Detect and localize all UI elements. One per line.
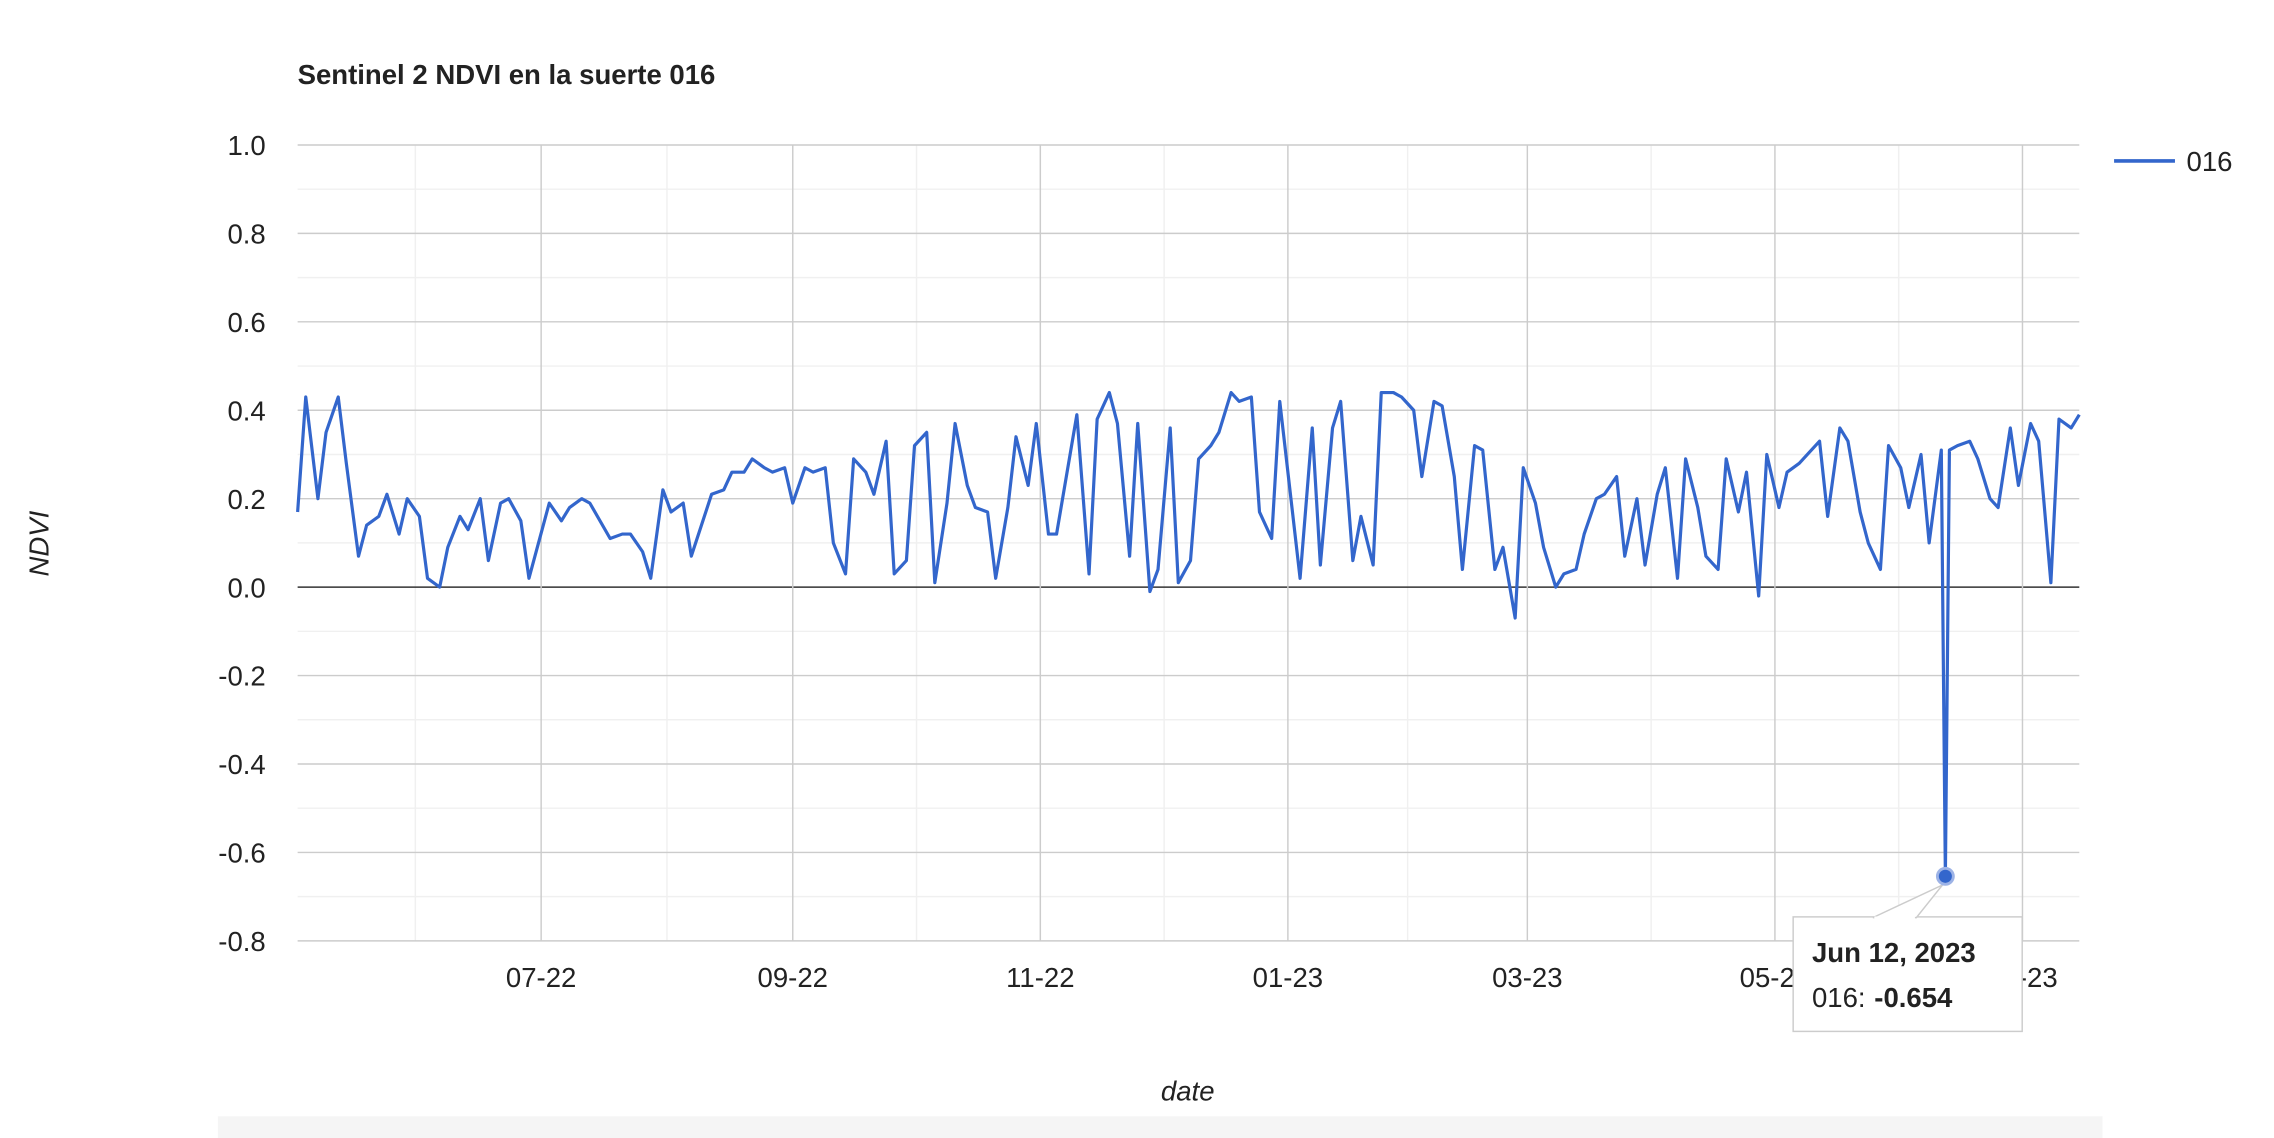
y-tick-label: 0.8 bbox=[227, 219, 265, 250]
x-tick-label: 09-22 bbox=[758, 962, 828, 993]
x-tick-label: 11-22 bbox=[1006, 962, 1074, 993]
x-tick-label: 03-23 bbox=[1492, 962, 1562, 993]
y-tick-label: 1.0 bbox=[227, 130, 265, 161]
highlight-point bbox=[1935, 866, 1955, 886]
scroll-shadow bbox=[217, 1116, 2103, 1138]
x-axis-title: date bbox=[1161, 1075, 1215, 1106]
y-axis-title: NDVI bbox=[23, 510, 54, 576]
y-tick-label: 0.4 bbox=[227, 395, 265, 426]
legend-label: 016 bbox=[2187, 146, 2233, 177]
grid bbox=[297, 144, 2080, 942]
series-line bbox=[296, 390, 2081, 878]
y-tick-label: -0.6 bbox=[218, 838, 265, 869]
tooltip-pointer bbox=[1872, 884, 1944, 919]
tooltip-box bbox=[1792, 916, 2023, 1033]
y-tick-label: 0.6 bbox=[227, 307, 265, 338]
tooltip-number: -0.654 bbox=[1874, 982, 1953, 1013]
tooltip-series: 016: bbox=[1812, 982, 1866, 1013]
x-tick-label: 01-23 bbox=[1253, 962, 1323, 993]
tooltip: Jun 12, 2023 016: -0.654 bbox=[1792, 884, 2023, 1033]
chart-title: Sentinel 2 NDVI en la suerte 016 bbox=[298, 59, 716, 90]
y-tick-label: -0.4 bbox=[218, 749, 265, 780]
y-tick-label: -0.8 bbox=[218, 926, 265, 957]
tooltip-date: Jun 12, 2023 bbox=[1812, 937, 1976, 968]
y-tick-label: -0.2 bbox=[218, 661, 265, 692]
y-tick-label: 0.2 bbox=[227, 484, 265, 515]
y-tick-label: 0.0 bbox=[227, 572, 265, 603]
tooltip-value: 016: -0.654 bbox=[1812, 982, 1953, 1013]
x-tick-label: 07-22 bbox=[506, 962, 576, 993]
